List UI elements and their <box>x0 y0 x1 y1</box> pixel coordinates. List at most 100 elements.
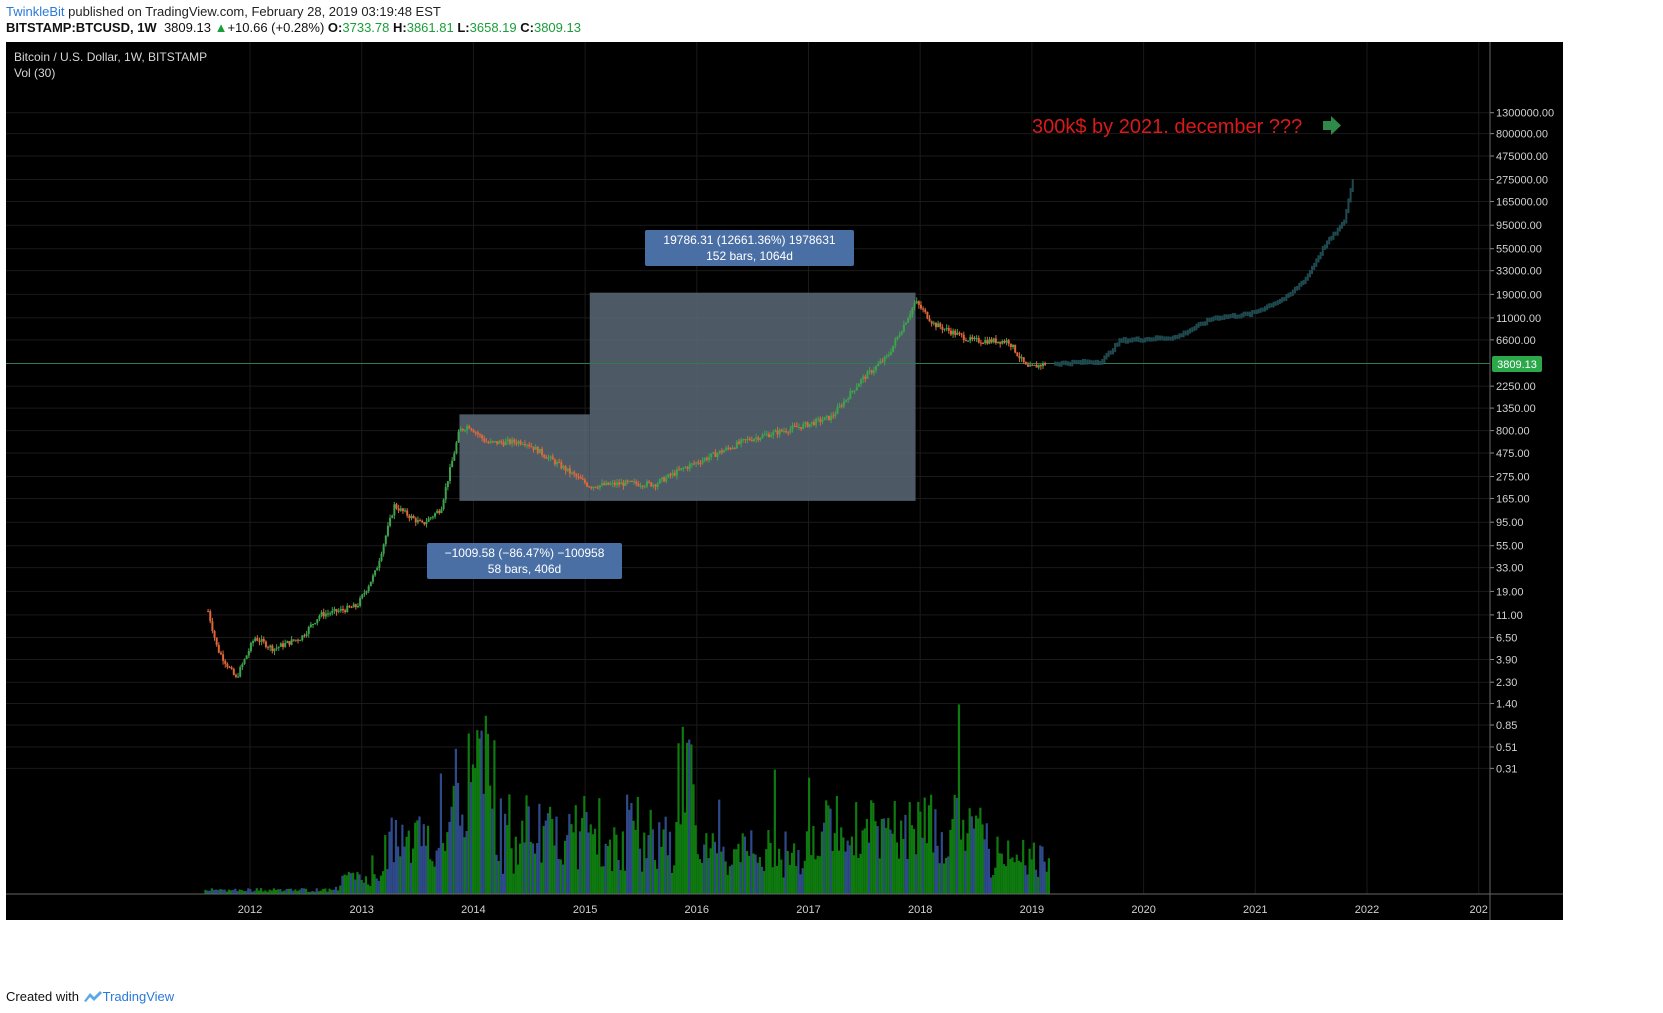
volume-bar <box>422 824 425 894</box>
volume-bar <box>724 861 727 894</box>
candle <box>581 478 584 480</box>
candle <box>759 437 762 440</box>
candle <box>740 439 743 444</box>
volume-bar <box>362 882 365 894</box>
volume-bar <box>242 891 246 894</box>
projected-candle <box>1124 337 1127 344</box>
projected-candle <box>1242 311 1245 318</box>
volume-bar <box>992 875 995 894</box>
volume-bar <box>872 802 875 894</box>
projected-candle <box>1088 359 1091 365</box>
candle <box>508 439 511 444</box>
volume-bar <box>566 835 569 894</box>
candle <box>763 434 766 436</box>
volume-bar <box>467 733 470 894</box>
candle <box>547 457 550 459</box>
volume-bar <box>683 812 687 894</box>
volume-bar <box>247 888 250 894</box>
volume-bar <box>255 888 258 894</box>
volume-label: Vol (30) <box>14 66 55 80</box>
projected-candle <box>1323 244 1326 250</box>
tradingview-link[interactable]: TradingView <box>102 989 175 1004</box>
volume-bar <box>696 854 699 894</box>
time-axis-background[interactable] <box>6 894 1563 920</box>
author-link[interactable]: TwinkleBit <box>6 4 65 19</box>
candle <box>885 355 888 357</box>
candle <box>611 482 614 484</box>
candle <box>523 444 526 446</box>
high-label: H: <box>393 20 407 35</box>
projected-candle <box>1184 330 1187 336</box>
projected-candle <box>1349 188 1352 203</box>
candle <box>282 643 285 647</box>
candle <box>919 304 922 309</box>
price-axis-background[interactable] <box>1490 42 1563 894</box>
volume-bar <box>1022 839 1025 894</box>
volume-bar <box>553 845 556 894</box>
candle <box>688 464 691 469</box>
candle <box>776 430 779 435</box>
volume-bar <box>641 871 644 894</box>
candle <box>498 441 501 444</box>
measure-box-small[interactable] <box>459 414 590 501</box>
annotation-text[interactable]: 300k$ by 2021. december ??? <box>1032 116 1302 138</box>
volume-bar <box>621 831 624 894</box>
candle <box>586 482 589 487</box>
candle <box>277 646 280 648</box>
projected-candles <box>1054 179 1354 367</box>
candle <box>675 469 678 476</box>
volume-bar <box>705 833 708 894</box>
volume-bar <box>664 816 667 894</box>
candle <box>247 650 250 656</box>
volume-bar <box>433 866 436 894</box>
volume-bar <box>974 815 978 894</box>
candle <box>256 638 259 641</box>
candle <box>1005 340 1008 343</box>
volume-bar <box>454 748 457 894</box>
candle <box>911 307 914 314</box>
candle <box>346 605 349 613</box>
candle <box>237 676 240 678</box>
candle <box>1031 364 1034 366</box>
projected-candle <box>1064 360 1067 366</box>
volume-bar <box>206 890 209 894</box>
projected-candle <box>1270 303 1273 308</box>
projected-candle <box>1154 335 1157 342</box>
measure-box-large[interactable] <box>589 292 916 501</box>
candle <box>354 604 357 608</box>
volume-bar <box>870 800 873 894</box>
candle <box>765 434 768 436</box>
volume-bar <box>715 853 719 894</box>
volume-bar <box>217 889 220 894</box>
candle <box>341 609 344 611</box>
candle <box>571 472 574 474</box>
candle <box>836 407 839 414</box>
candle <box>663 477 666 482</box>
candle <box>731 447 734 449</box>
volume-bar <box>215 889 218 894</box>
candle <box>757 437 760 440</box>
candle <box>598 485 601 488</box>
volume-bar <box>730 864 734 894</box>
candle <box>395 504 398 509</box>
volume-bar <box>1026 874 1029 894</box>
candle <box>502 442 505 446</box>
projected-candle <box>1099 360 1102 366</box>
projected-candle <box>1111 348 1114 355</box>
candle <box>564 466 567 471</box>
candle <box>817 418 820 420</box>
volume-bar <box>602 866 605 894</box>
candle <box>374 570 377 576</box>
volume-bar <box>589 824 592 894</box>
volume-bar <box>508 794 511 894</box>
x-tick-label: 2020 <box>1131 904 1155 916</box>
volume-bar <box>987 848 991 894</box>
volume-bar <box>713 841 717 894</box>
measure-label-large <box>645 230 854 266</box>
candle <box>994 338 997 344</box>
volume-bar <box>773 769 776 894</box>
y-tick-label: 6600.00 <box>1496 335 1536 347</box>
volume-bar <box>317 891 320 894</box>
candle <box>693 463 696 465</box>
